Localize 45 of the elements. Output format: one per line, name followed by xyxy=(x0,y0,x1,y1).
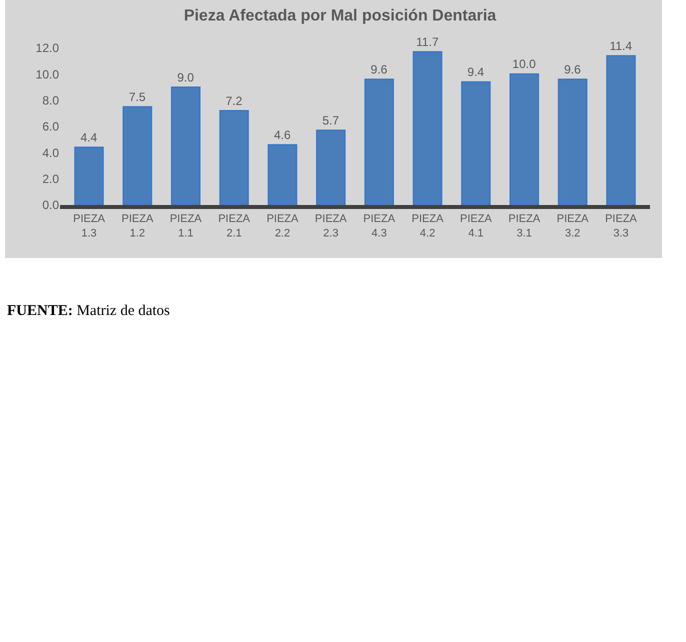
bar xyxy=(268,144,298,205)
source-note: FUENTE: Matriz de datos xyxy=(7,303,170,319)
bar xyxy=(316,130,346,205)
x-tick-label: PIEZA 4.2 xyxy=(412,213,444,240)
y-tick-label: 8.0 xyxy=(42,94,60,108)
y-tick-label: 2.0 xyxy=(42,172,60,186)
bar xyxy=(461,81,491,205)
bar xyxy=(74,146,104,205)
data-label: 9.6 xyxy=(370,62,388,76)
y-tick-label: 4.0 xyxy=(42,146,60,160)
x-tick-label: PIEZA 1.2 xyxy=(121,213,154,240)
x-tick-label: PIEZA 2.1 xyxy=(218,213,251,240)
x-tick-label: PIEZA 3.3 xyxy=(605,213,638,240)
data-label: 11.4 xyxy=(610,38,632,53)
y-tick-label: 0.0 xyxy=(42,198,60,212)
data-label: 9.4 xyxy=(467,65,484,80)
y-tick-label: 10.0 xyxy=(36,67,60,82)
x-tick-label: PIEZA 2.3 xyxy=(314,213,348,240)
bar xyxy=(509,73,540,205)
data-label: 5.7 xyxy=(322,113,340,128)
y-tick-label: 6.0 xyxy=(42,120,60,134)
x-tick-label: PIEZA 3.1 xyxy=(508,213,541,240)
chart-title: Pieza Afectada por Mal posición Dentaria xyxy=(184,8,496,25)
data-label: 9.0 xyxy=(177,70,194,84)
x-tick-label: PIEZA 3.2 xyxy=(556,213,590,240)
bar xyxy=(122,106,152,205)
x-tick-label: PIEZA 4.1 xyxy=(460,213,492,240)
bar xyxy=(219,110,249,205)
data-label: 4.4 xyxy=(80,130,98,144)
data-label: 11.7 xyxy=(416,34,439,49)
x-tick-label: PIEZA 2.2 xyxy=(266,213,300,240)
data-label: 9.6 xyxy=(564,62,582,76)
bar xyxy=(412,51,442,205)
bar xyxy=(558,78,588,205)
bar xyxy=(364,78,394,205)
x-tick-label: PIEZA 1.1 xyxy=(170,213,202,240)
x-tick-label: PIEZA 4.3 xyxy=(363,213,396,240)
data-label: 7.2 xyxy=(226,94,243,108)
bar xyxy=(170,86,201,205)
data-label: 7.5 xyxy=(128,90,146,104)
data-label: 10.0 xyxy=(512,57,536,72)
y-tick-label: 12.0 xyxy=(36,41,60,56)
x-tick-label: PIEZA 1.3 xyxy=(73,213,106,240)
bar xyxy=(606,55,636,205)
data-label: 4.6 xyxy=(274,128,291,142)
